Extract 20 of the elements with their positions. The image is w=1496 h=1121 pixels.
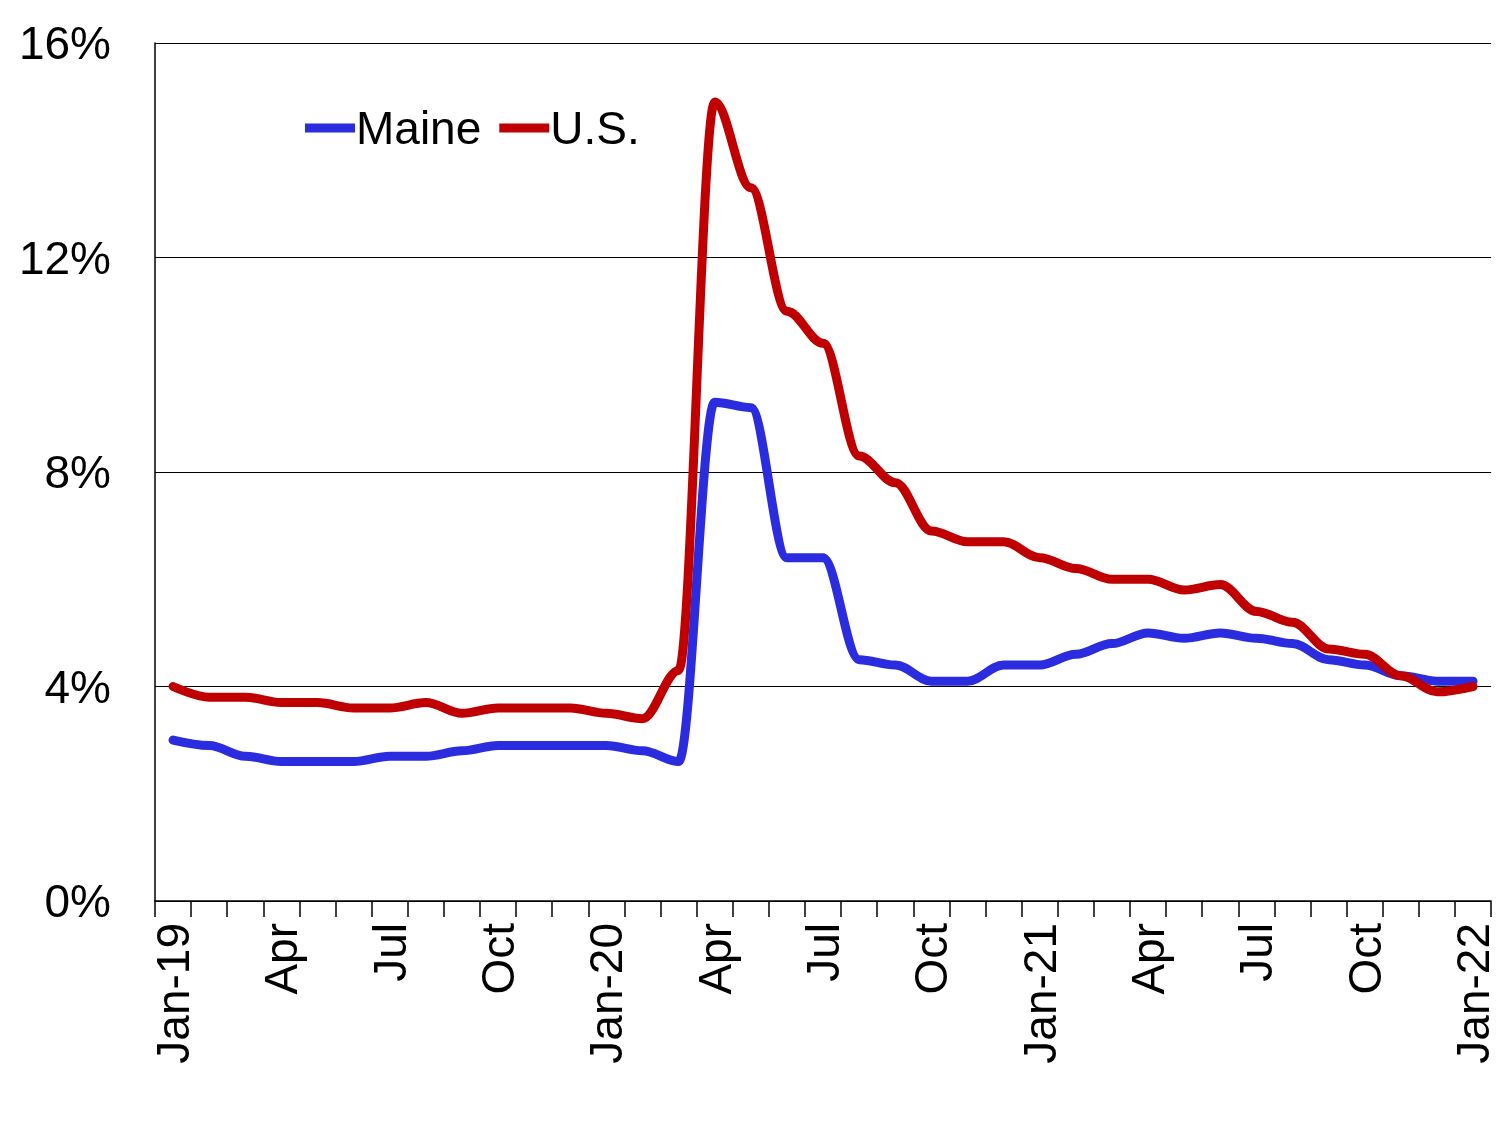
x-tick-label: Jan-22 xyxy=(1447,923,1496,1064)
x-tick-label: Apr xyxy=(688,923,741,995)
legend-label: Maine xyxy=(356,102,482,154)
y-tick-label: 0% xyxy=(44,875,111,927)
y-tick-label: 12% xyxy=(18,231,111,284)
x-tick-label: Jan-21 xyxy=(1013,923,1066,1064)
x-tick-label: Oct xyxy=(1338,922,1391,995)
x-tick-label: Jan-19 xyxy=(147,923,200,1064)
legend-label: U.S. xyxy=(550,102,640,154)
x-tick-label: Oct xyxy=(472,922,525,995)
x-tick-label: Jan-20 xyxy=(580,923,633,1064)
x-tick-label: Apr xyxy=(255,923,308,995)
x-tick-label: Oct xyxy=(905,922,958,995)
x-tick-label: Jul xyxy=(797,923,850,982)
x-tick-label: Jul xyxy=(1230,923,1283,982)
y-tick-label: 4% xyxy=(44,660,111,713)
y-tick-label: 16% xyxy=(18,17,111,69)
x-tick-label: Jul xyxy=(363,923,416,982)
x-tick-label: Apr xyxy=(1122,923,1175,995)
y-tick-label: 8% xyxy=(44,446,111,498)
